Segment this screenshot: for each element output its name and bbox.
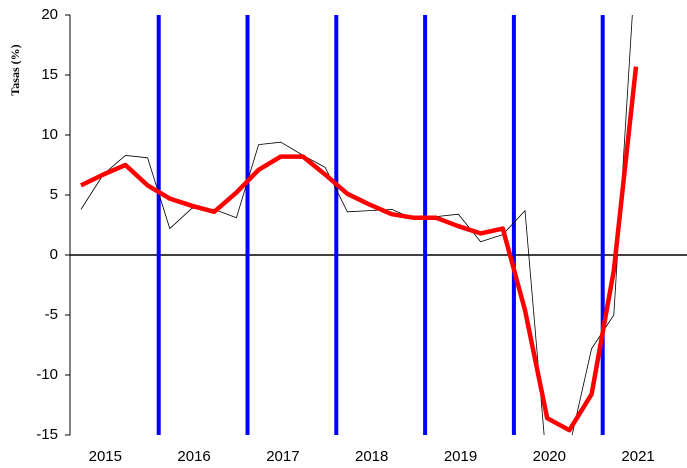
y-tick-label: 15 <box>41 66 58 83</box>
y-tick-label: 20 <box>41 6 58 23</box>
x-tick-label: 2018 <box>355 448 388 465</box>
x-tick-label: 2019 <box>444 448 477 465</box>
series-line <box>80 15 633 435</box>
y-axis-label: Tasas (%) <box>8 44 22 95</box>
y-tick-label: 10 <box>41 126 58 143</box>
x-tick-label: 2016 <box>177 448 210 465</box>
y-tick-label: -15 <box>36 426 58 443</box>
y-tick-label: -10 <box>36 366 58 383</box>
x-tick-label: 2017 <box>266 448 299 465</box>
series-line <box>80 66 639 433</box>
y-tick-label: 5 <box>50 186 58 203</box>
x-tick-label: 2015 <box>89 448 122 465</box>
x-tick-label: 2020 <box>533 448 566 465</box>
y-tick-label: -5 <box>45 306 58 323</box>
x-tick-label: 2021 <box>621 448 654 465</box>
y-tick-label: 0 <box>50 246 58 263</box>
